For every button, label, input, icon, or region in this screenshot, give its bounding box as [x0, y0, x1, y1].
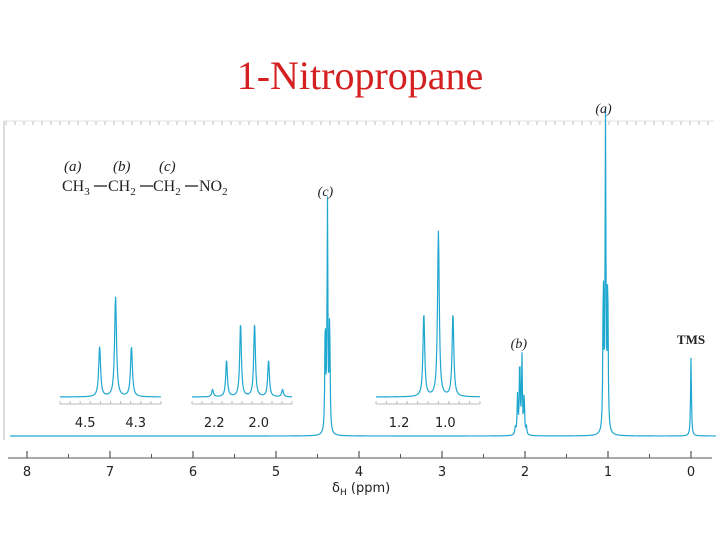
- x-tick-label: 1: [604, 465, 612, 480]
- inset-tick-label: 4.5: [75, 416, 96, 431]
- inset-trace: [376, 230, 481, 398]
- x-tick-label: 6: [189, 465, 197, 480]
- group-ch3-main: CH: [62, 178, 85, 195]
- inset-tick-label: 4.3: [125, 416, 146, 431]
- inset-trace: [191, 324, 293, 398]
- spectrum-trace: [10, 108, 716, 437]
- x-tick-label: 7: [106, 465, 114, 480]
- peak-label-3: TMS: [677, 332, 705, 347]
- x-tick-label: 4: [355, 465, 363, 480]
- structure-label-a: (a): [64, 159, 82, 175]
- group-ch3-sub: 3: [84, 186, 90, 198]
- x-tick-label: 5: [272, 465, 280, 480]
- x-tick-label: 3: [438, 465, 446, 480]
- inset-1: 2.2 2.0: [191, 324, 293, 431]
- slide-title: 1-Nitropropane: [236, 53, 484, 98]
- peak-label-2: (a): [595, 102, 612, 117]
- group-ch2-c: CH2: [153, 178, 181, 198]
- peak-label-0: (c): [318, 185, 334, 200]
- peak-labels: (c) (b) (a) TMS: [318, 102, 705, 352]
- structure-formula: CH3: [62, 178, 90, 198]
- inset-2: 1.2 1.0: [375, 230, 481, 431]
- x-tick-label: 0: [687, 465, 695, 480]
- molecule-structure: (a) (b) (c) CH3 CH2 CH2 NO2: [62, 159, 228, 198]
- x-axis: 8 7 6 5 4 3 2 1 0: [8, 451, 712, 480]
- inset-expansions: 4.5 4.3 2.2 2.0 1.2 1.0: [59, 230, 481, 431]
- x-tick-label: 2: [521, 465, 529, 480]
- inset-tick-label: 1.0: [435, 416, 456, 431]
- inset-tick-label: 2.0: [248, 416, 269, 431]
- plot-frame: [3, 120, 714, 440]
- x-axis-label: δH (ppm): [332, 481, 390, 498]
- group-no2: NO2: [199, 178, 228, 198]
- structure-label-c: (c): [159, 159, 176, 175]
- peak-label-1: (b): [511, 337, 528, 352]
- inset-trace: [60, 296, 161, 398]
- inset-tick-label: 1.2: [389, 416, 410, 431]
- x-tick-label: 8: [23, 465, 31, 480]
- inset-tick-label: 2.2: [204, 416, 225, 431]
- group-ch2-b: CH2: [108, 178, 136, 198]
- inset-0: 4.5 4.3: [59, 296, 162, 431]
- structure-label-b: (b): [113, 159, 131, 175]
